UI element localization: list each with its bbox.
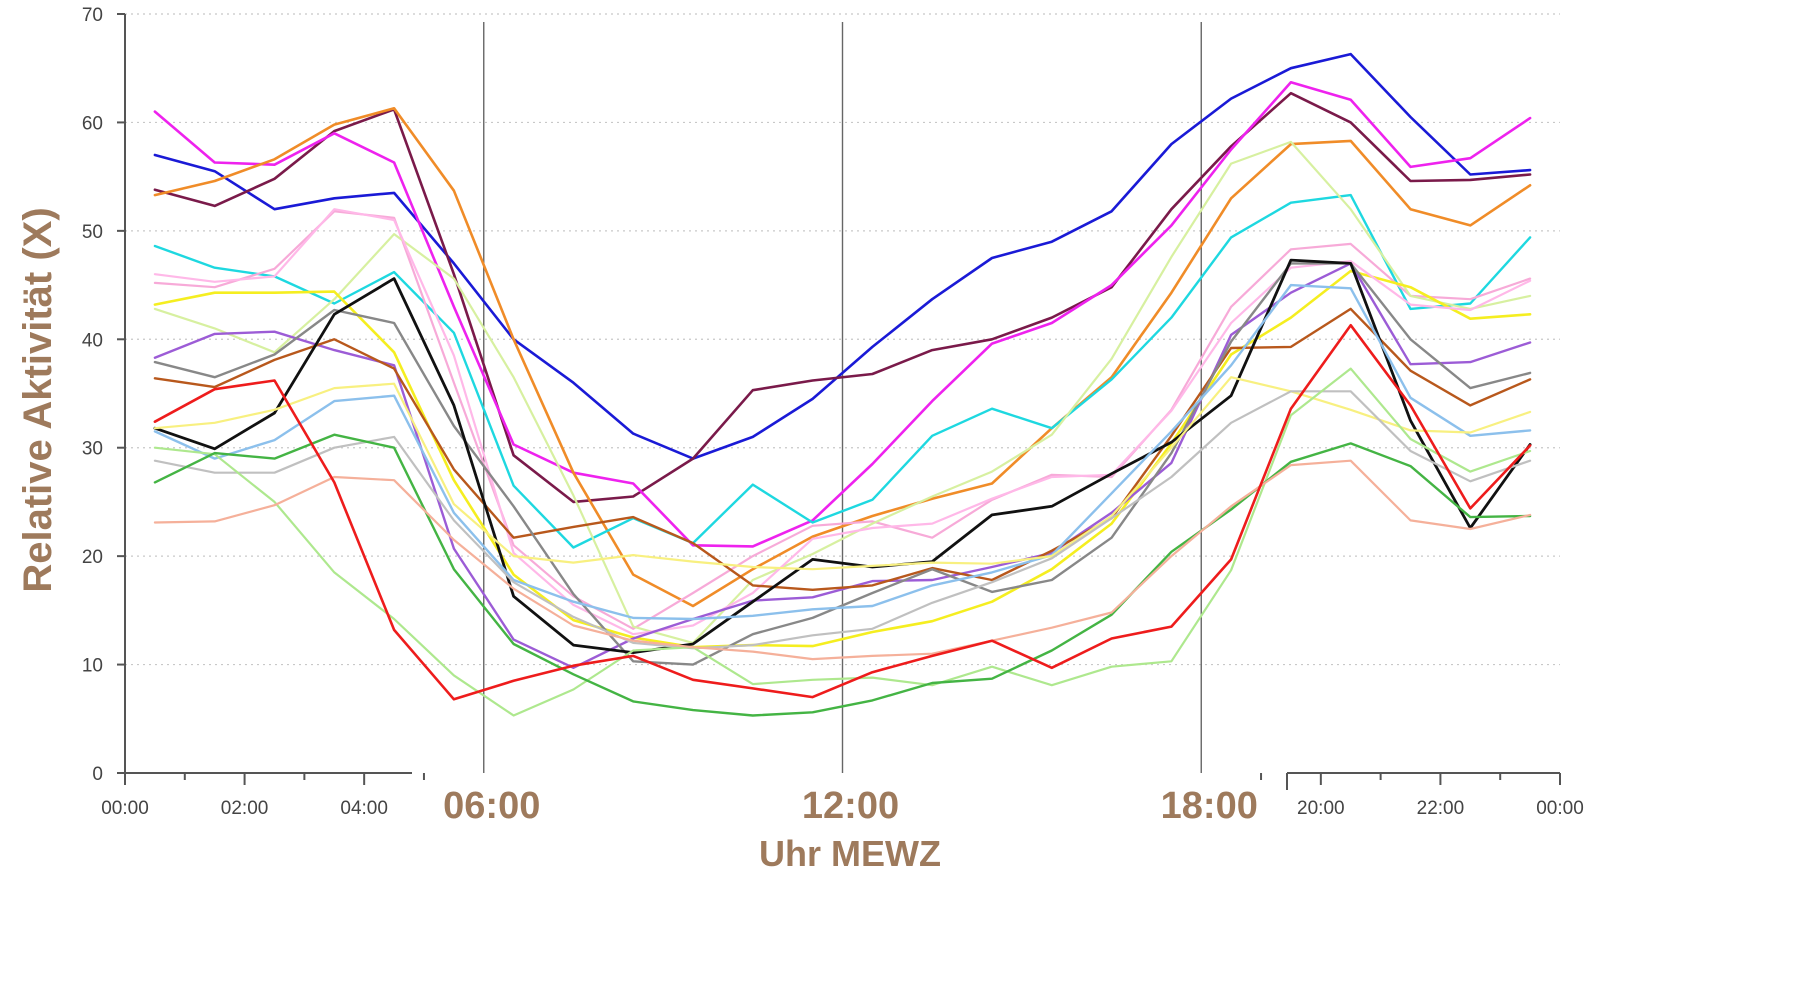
x-tick-label: 04:00 [340, 798, 388, 819]
series-line-8 [153, 269, 1532, 649]
y-tick-label: 30 [82, 439, 103, 460]
series-line-16 [153, 390, 1532, 650]
series-line-9 [153, 208, 1532, 636]
series-line-19 [153, 459, 1532, 661]
x-major-tick-label: 06:00 [443, 785, 540, 827]
series-line-14 [153, 283, 1532, 621]
series-lines [153, 52, 1532, 717]
y-tick-label: 70 [82, 5, 103, 26]
series-line-4 [153, 107, 1532, 608]
axes [117, 13, 1561, 790]
x-axis-title: Uhr MEWZ [759, 833, 941, 874]
series-line-6 [153, 210, 1532, 630]
x-major-tick-label: 12:00 [802, 785, 899, 827]
series-line-12 [153, 262, 1532, 666]
y-tick-label: 40 [82, 330, 103, 351]
x-tick-label: 20:00 [1297, 798, 1345, 819]
y-axis-title: Relative Aktivität (X) [16, 207, 60, 592]
gridlines [125, 13, 1560, 666]
x-tick-label: 02:00 [221, 798, 269, 819]
series-line-11 [153, 307, 1532, 591]
y-tick-label: 60 [82, 113, 103, 134]
y-tick-label: 50 [82, 222, 103, 243]
y-tick-label: 20 [82, 547, 103, 568]
series-line-20 [153, 323, 1532, 701]
series-line-2 [153, 91, 1532, 504]
x-major-tick-label: 18:00 [1161, 785, 1258, 827]
y-tick-label: 0 [92, 764, 103, 785]
series-line-18 [153, 433, 1532, 717]
series-line-1 [153, 52, 1532, 460]
series-line-5 [153, 193, 1532, 549]
x-tick-label: 22:00 [1417, 798, 1465, 819]
x-tick-label: 00:00 [1536, 798, 1584, 819]
tick-labels: 0 10 20 30 40 50 60 70 00:00 02:00 04:00 20:00 22:00… [82, 5, 1584, 827]
series-line-3 [153, 81, 1532, 548]
y-tick-label: 10 [82, 656, 103, 677]
series-line-17 [153, 367, 1532, 717]
series-line-13 [153, 258, 1532, 654]
x-tick-label: 00:00 [101, 798, 149, 819]
series-line-7 [153, 140, 1532, 645]
